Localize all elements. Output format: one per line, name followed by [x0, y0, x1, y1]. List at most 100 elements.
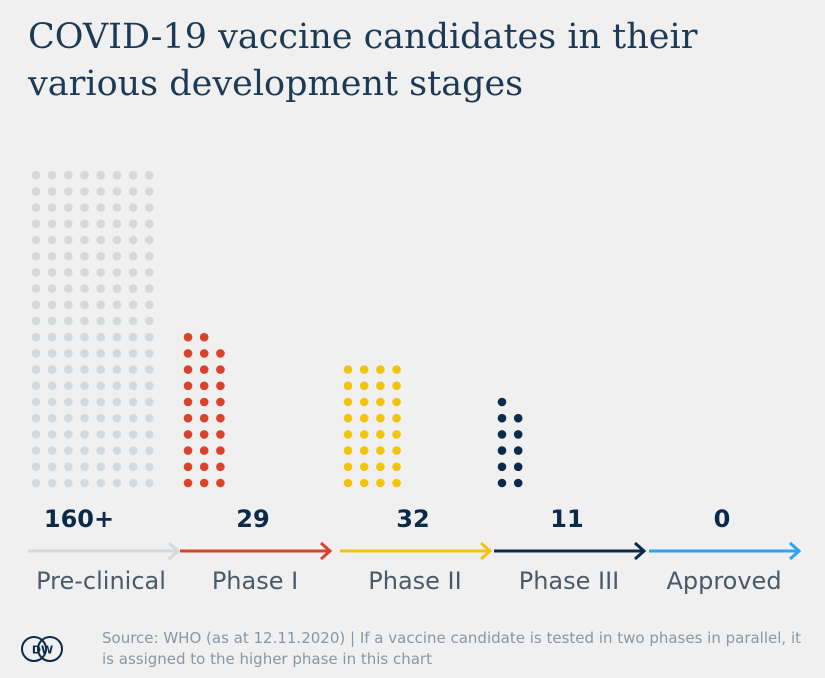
dot-preclinical [96, 365, 106, 374]
dot-phase-1 [216, 413, 225, 423]
dot-preclinical [96, 462, 106, 472]
dot-phase-1 [216, 397, 225, 407]
dot-preclinical [80, 187, 89, 196]
dot-preclinical [47, 268, 57, 277]
dot-preclinical [128, 349, 138, 358]
dot-preclinical [112, 284, 122, 293]
dot-preclinical [128, 170, 138, 180]
dot-preclinical [31, 251, 41, 261]
dot-preclinical [31, 219, 41, 229]
dot-preclinical [128, 381, 138, 391]
chart-title: COVID-19 vaccine candidates in their var… [28, 17, 698, 104]
dot-preclinical [112, 397, 122, 407]
dot-phase-3 [513, 478, 523, 488]
dot-preclinical [96, 219, 106, 229]
dot-preclinical [112, 251, 122, 261]
dot-phase-1 [199, 446, 209, 455]
dot-preclinical [128, 397, 138, 407]
dot-preclinical [128, 316, 138, 326]
dot-phase-2 [392, 413, 401, 423]
dot-preclinical [31, 462, 41, 472]
dot-preclinical [47, 413, 57, 423]
dot-preclinical [47, 349, 57, 358]
dot-phase-3 [497, 413, 507, 423]
dot-preclinical [112, 446, 122, 455]
dot-preclinical [145, 300, 154, 310]
dot-preclinical [96, 349, 106, 358]
dot-preclinical [128, 219, 138, 229]
dot-preclinical [80, 381, 89, 391]
dot-preclinical [96, 332, 106, 342]
dot-preclinical [47, 397, 57, 407]
dot-preclinical [64, 251, 73, 261]
dot-preclinical [145, 365, 154, 374]
dot-preclinical [96, 413, 106, 423]
dot-preclinical [64, 268, 73, 277]
dot-preclinical [112, 462, 122, 472]
dot-preclinical [31, 332, 41, 342]
dot-phase-1 [183, 478, 193, 488]
dot-preclinical [80, 462, 89, 472]
dot-phase-2 [359, 430, 369, 439]
dot-preclinical [80, 203, 89, 212]
dot-preclinical [96, 268, 106, 277]
dot-preclinical [64, 381, 73, 391]
dot-phase-1 [199, 478, 209, 488]
dot-phase-1 [199, 332, 209, 342]
dot-phase-2 [376, 446, 385, 455]
dot-preclinical [145, 446, 154, 455]
dot-preclinical [31, 203, 41, 212]
value-label-preclinical: 160+ [44, 505, 114, 533]
dot-preclinical [64, 446, 73, 455]
dot-preclinical [64, 235, 73, 245]
dot-preclinical [47, 170, 57, 180]
dot-preclinical [145, 170, 154, 180]
dot-phase-2 [392, 478, 401, 488]
dot-preclinical [145, 349, 154, 358]
logo-text: DW [32, 644, 53, 657]
stage-label-phase-3: Phase III [519, 567, 620, 595]
dot-preclinical [47, 284, 57, 293]
dot-preclinical [31, 300, 41, 310]
dot-preclinical [112, 478, 122, 488]
dot-phase-1 [199, 381, 209, 391]
dot-phase-1 [183, 381, 193, 391]
dw-logo: DW [21, 636, 63, 662]
dot-preclinical [145, 478, 154, 488]
stage-label-phase-1: Phase I [212, 567, 298, 595]
dot-preclinical [80, 413, 89, 423]
dot-phase-1 [183, 397, 193, 407]
dot-preclinical [31, 381, 41, 391]
dot-preclinical [112, 430, 122, 439]
dot-preclinical [128, 300, 138, 310]
dot-phase-2 [392, 462, 401, 472]
dot-preclinical [112, 268, 122, 277]
dot-phase-1 [216, 381, 225, 391]
dot-preclinical [64, 430, 73, 439]
dot-preclinical [64, 349, 73, 358]
dot-preclinical [64, 478, 73, 488]
dot-phase-1 [183, 430, 193, 439]
dot-chart: 160+ Pre-clinical 29 Phase I 32 Phase II 11 Pha… [28, 170, 802, 595]
dot-phase-3 [513, 430, 523, 439]
arrow-head-phase-1 [320, 541, 333, 561]
dot-preclinical [31, 235, 41, 245]
stage-label-phase-2: Phase II [368, 567, 461, 595]
dot-preclinical [64, 170, 73, 180]
dot-phase-2 [392, 430, 401, 439]
value-label-phase-2: 32 [396, 505, 429, 533]
dot-phase-2 [359, 446, 369, 455]
dot-phase-2 [359, 397, 369, 407]
dot-preclinical [96, 430, 106, 439]
dot-preclinical [47, 219, 57, 229]
dot-preclinical [145, 413, 154, 423]
dot-preclinical [96, 203, 106, 212]
dot-preclinical [47, 430, 57, 439]
dot-preclinical [31, 187, 41, 196]
dot-preclinical [128, 268, 138, 277]
dot-preclinical [31, 284, 41, 293]
dot-phase-2 [359, 381, 369, 391]
dot-phase-2 [392, 397, 401, 407]
dot-preclinical [112, 365, 122, 374]
dot-preclinical [128, 478, 138, 488]
